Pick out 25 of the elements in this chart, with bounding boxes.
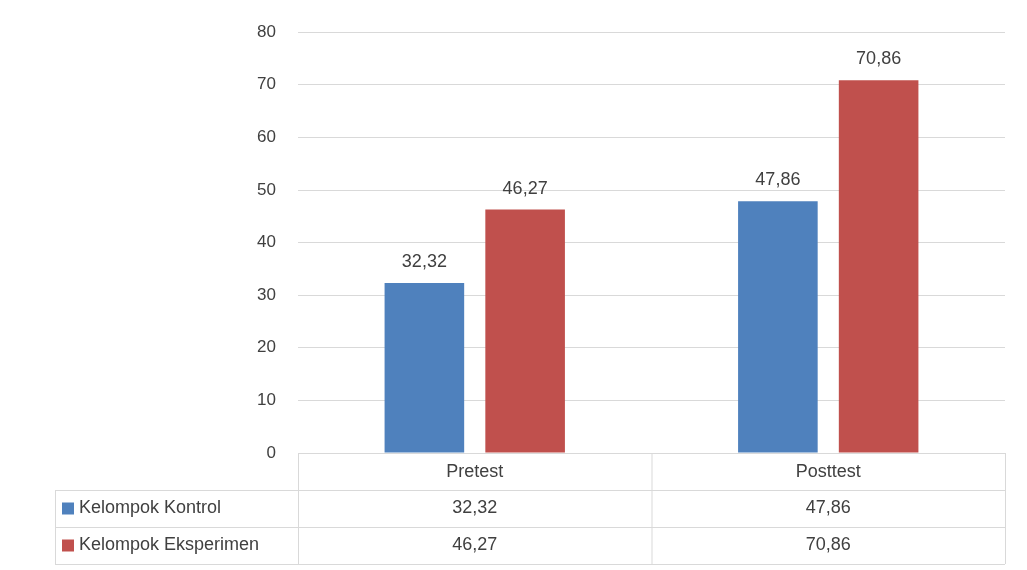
y-tick-label: 30 xyxy=(257,284,276,304)
data-label: 32,32 xyxy=(452,497,498,518)
data-label: 47,86 xyxy=(805,497,851,518)
data-label: 46,27 xyxy=(452,534,498,555)
bar xyxy=(384,283,465,453)
bar xyxy=(485,209,565,453)
bar xyxy=(738,201,818,453)
y-tick-label: 40 xyxy=(257,232,276,252)
y-tick-label: 60 xyxy=(257,127,276,147)
text: 32,32 xyxy=(401,250,447,271)
x-tick-label: Pretest xyxy=(446,460,504,481)
bar xyxy=(838,80,919,453)
x-tick-label: Posttest xyxy=(795,460,861,481)
text: 70,86 xyxy=(856,48,902,69)
text: 47,86 xyxy=(755,169,801,190)
y-tick-label: 20 xyxy=(257,337,276,357)
legend-label: Kelompok Eksperimen xyxy=(79,534,260,555)
y-tick-label: 0 xyxy=(266,442,276,462)
y-tick-label: 80 xyxy=(257,21,276,41)
text: 46,27 xyxy=(502,177,548,198)
legend-label: Kelompok Kontrol xyxy=(79,497,222,518)
y-tick-label: 70 xyxy=(257,74,276,94)
y-tick-label: 50 xyxy=(257,179,276,199)
y-tick-label: 10 xyxy=(257,390,276,410)
data-label: 70,86 xyxy=(805,534,851,555)
